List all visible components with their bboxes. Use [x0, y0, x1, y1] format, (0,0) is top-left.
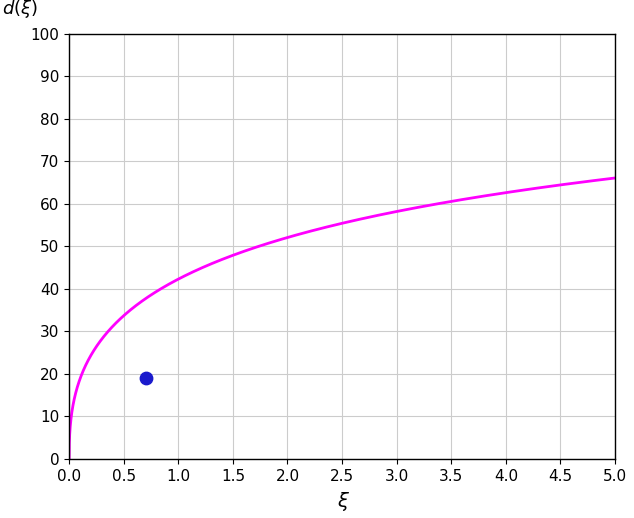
X-axis label: ξ: ξ: [337, 492, 347, 511]
Point: [141, 374, 151, 382]
Y-axis label: $\hat{d}(\xi)$: $\hat{d}(\xi)$: [2, 0, 38, 21]
